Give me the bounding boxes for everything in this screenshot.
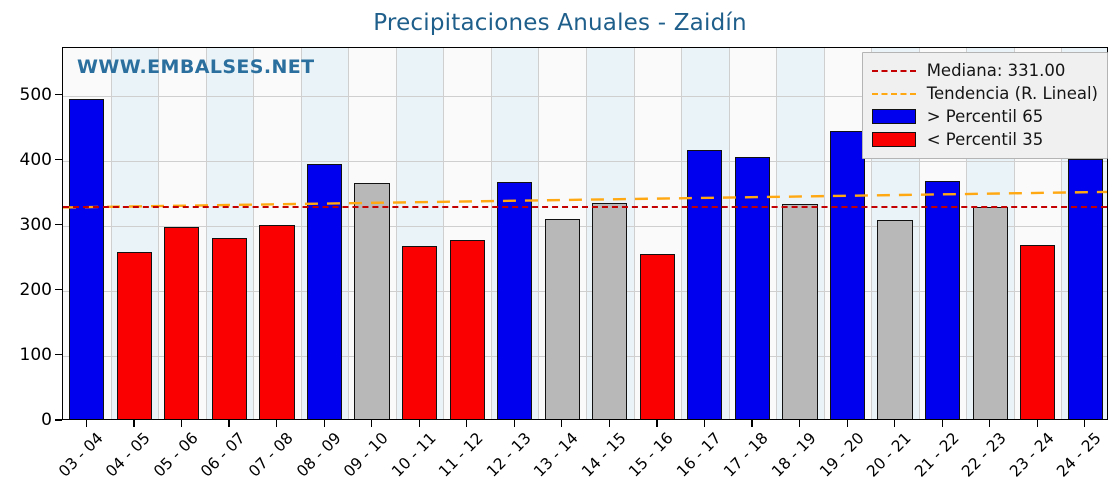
below-p35-swatch — [871, 132, 916, 147]
bar[interactable] — [639, 253, 675, 419]
bar[interactable] — [116, 252, 152, 419]
gridline-vertical — [396, 48, 397, 419]
y-axis-tick-mark — [55, 289, 62, 291]
y-axis: 0 100 200 300 400 500 — [0, 0, 62, 500]
gridline-vertical — [729, 48, 730, 419]
gridline-vertical — [824, 48, 825, 419]
page-title: Precipitaciones Anuales - Zaidín — [373, 10, 747, 36]
gridline-vertical — [966, 48, 967, 419]
x-axis-tick-mark — [941, 420, 943, 427]
gridline-vertical — [301, 48, 302, 419]
trend-line-swatch — [871, 87, 916, 101]
x-axis-tick-mark — [323, 420, 325, 427]
legend-item-label: Tendencia (R. Lineal) — [926, 84, 1098, 103]
x-axis-tick-mark — [1084, 420, 1086, 427]
x-axis-tick-mark — [275, 420, 278, 427]
y-axis-tick-mark — [55, 419, 62, 421]
x-axis-tick-mark — [894, 420, 896, 427]
legend-item[interactable]: > Percentil 65 — [871, 105, 1098, 128]
gridline-horizontal — [63, 290, 1107, 292]
above-p65-swatch — [871, 109, 916, 124]
bar[interactable] — [592, 202, 628, 419]
bar[interactable] — [449, 240, 485, 419]
median-line — [63, 205, 1107, 208]
legend: Mediana: 331.00 Tendencia (R. Lineal) > Pe… — [861, 52, 1108, 159]
x-axis-tick-mark — [85, 420, 87, 427]
x-axis-tick-mark — [180, 420, 183, 427]
bar[interactable] — [829, 131, 866, 419]
x-axis-tick-mark — [846, 420, 848, 427]
y-axis-tick-label: 500 — [19, 84, 52, 105]
x-axis-tick-mark — [798, 420, 801, 427]
x-axis-tick-mark — [1036, 420, 1038, 427]
gridline-horizontal — [63, 160, 1107, 162]
bar[interactable] — [69, 99, 105, 419]
gridline-vertical — [1014, 48, 1015, 419]
y-axis-tick-mark — [55, 354, 62, 356]
gridline-vertical — [681, 48, 682, 419]
gridline-vertical — [1061, 48, 1062, 419]
legend-item[interactable]: Tendencia (R. Lineal) — [871, 82, 1098, 105]
gridline-vertical — [206, 48, 207, 419]
y-axis-tick-label: 400 — [19, 149, 52, 170]
legend-item[interactable]: < Percentil 35 — [871, 128, 1098, 151]
x-axis-tick-mark — [989, 420, 991, 427]
x-axis-tick-mark — [561, 420, 563, 427]
x-axis-tick-mark — [371, 420, 373, 427]
gridline-vertical — [634, 48, 635, 419]
x-axis-tick-mark — [656, 420, 658, 427]
legend-item-label: > Percentil 65 — [926, 107, 1044, 126]
x-axis-tick-mark — [751, 420, 753, 427]
gridline-vertical — [871, 48, 872, 419]
bar[interactable] — [354, 183, 390, 419]
gridline-vertical — [111, 48, 112, 419]
bar[interactable] — [924, 180, 961, 419]
legend-item-label: < Percentil 35 — [926, 130, 1044, 149]
gridline-vertical — [348, 48, 349, 419]
bar[interactable] — [497, 182, 533, 419]
bar[interactable] — [259, 225, 295, 419]
x-axis-tick-mark — [608, 420, 610, 427]
legend-item[interactable]: Mediana: 331.00 — [871, 59, 1098, 82]
gridline-horizontal — [63, 225, 1107, 227]
gridline-vertical — [443, 48, 444, 419]
watermark: WWW.EMBALSES.NET — [77, 56, 315, 78]
bar[interactable] — [164, 226, 200, 419]
legend-item-label: Mediana: 331.00 — [926, 61, 1066, 80]
gridline-vertical — [586, 48, 587, 419]
bar[interactable] — [1020, 245, 1056, 419]
gridline-vertical — [919, 48, 920, 419]
x-axis-tick-mark — [513, 420, 515, 427]
y-axis-tick-mark — [55, 224, 62, 226]
gridline-vertical — [491, 48, 492, 419]
bar[interactable] — [401, 245, 438, 419]
y-axis-tick-label: 0 — [41, 410, 52, 430]
gridline-horizontal — [63, 95, 1107, 97]
bar[interactable] — [972, 207, 1008, 419]
bar[interactable] — [782, 203, 818, 419]
y-axis-tick-mark — [55, 159, 62, 161]
bar[interactable] — [877, 219, 913, 419]
gridline-vertical — [538, 48, 539, 419]
x-axis-tick-mark — [466, 420, 468, 427]
median-line-swatch — [871, 64, 916, 78]
x-axis-tick-mark — [418, 420, 420, 427]
gridline-vertical — [253, 48, 254, 419]
gridline-horizontal — [63, 355, 1107, 357]
gridline-vertical — [776, 48, 777, 419]
gridline-vertical — [158, 48, 159, 419]
y-axis-tick-label: 100 — [19, 344, 52, 365]
y-axis-tick-label: 300 — [19, 214, 52, 235]
x-axis-tick-mark — [228, 420, 230, 427]
y-axis-tick-mark — [55, 93, 62, 96]
x-axis-tick-mark — [703, 420, 706, 427]
y-axis-tick-label: 200 — [19, 279, 52, 300]
bar[interactable] — [211, 238, 247, 419]
bar[interactable] — [544, 218, 580, 419]
x-axis-tick-mark — [133, 420, 135, 427]
